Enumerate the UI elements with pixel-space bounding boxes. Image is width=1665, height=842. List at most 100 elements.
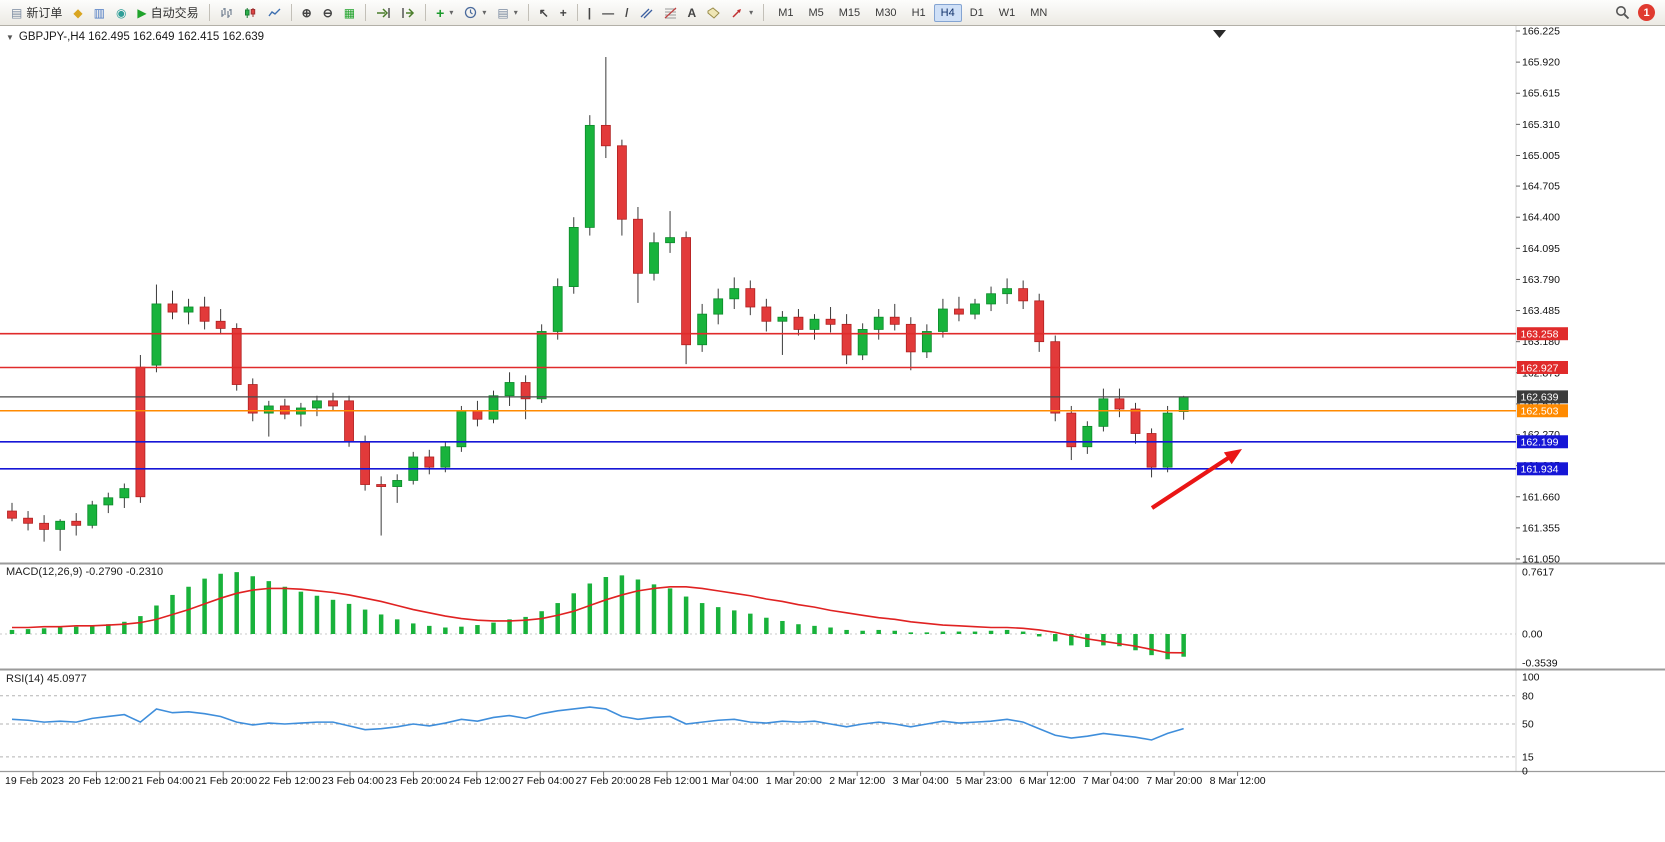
new-order-label: 新订单 [26, 6, 63, 20]
rsi-axis-label: 80 [1522, 690, 1534, 702]
candle-bullish [986, 293, 996, 305]
line-chart-button[interactable] [263, 2, 286, 24]
arrows-tool-button[interactable]: ▾ [726, 2, 758, 24]
timeframe-button-w1[interactable]: W1 [998, 6, 1016, 19]
arrow-shape-icon [731, 7, 744, 19]
time-axis-label: 6 Mar 12:00 [1019, 775, 1075, 787]
autotrading-button[interactable]: ▶ 自动交易 [132, 2, 203, 24]
macd-name: MACD(12,26,9) [6, 566, 83, 578]
price-axis-label: 161.050 [1522, 554, 1560, 566]
candle-bearish [376, 484, 387, 487]
candlestick-chart-button[interactable] [239, 2, 262, 24]
vertical-line-tool-button[interactable]: | [583, 2, 596, 24]
auto-scroll-button[interactable] [371, 2, 395, 24]
label-tool-button[interactable] [702, 2, 725, 24]
line-chart-icon [268, 7, 281, 19]
candle-bearish [761, 306, 772, 322]
trend-arrow-head[interactable] [1223, 449, 1242, 465]
price-badge-label: 163.258 [1521, 329, 1559, 341]
price-axis-label: 165.005 [1522, 150, 1560, 162]
macd-label: MACD(12,26,9) -0.2790 -0.2310 [6, 566, 163, 578]
candle-bearish [247, 384, 258, 414]
candle-bearish [954, 308, 964, 315]
timeframe-button-mn[interactable]: MN [1030, 6, 1048, 19]
chart-shift-button[interactable] [396, 2, 420, 24]
price-axis-label: 165.310 [1522, 119, 1560, 131]
price-axis-label: 165.615 [1522, 88, 1560, 100]
candle-bullish [713, 298, 724, 315]
chart-shift-icon [401, 7, 415, 19]
cursor-button[interactable]: ↖ [534, 2, 554, 24]
macd-values: -0.2790 -0.2310 [85, 566, 164, 578]
candle-bullish [87, 504, 98, 526]
candle-bullish [697, 313, 708, 346]
market-watch-button[interactable]: ◆ [68, 2, 87, 24]
periods-button[interactable]: ▾ [459, 2, 491, 24]
chart-title-text: GBPJPY-,H4 162.495 162.649 162.415 162.6… [18, 31, 265, 43]
timeframe-button-d1[interactable]: D1 [969, 6, 984, 19]
chart-shift-marker[interactable] [1213, 30, 1226, 38]
candle-bearish [841, 323, 852, 356]
rsi-axis-label: 15 [1522, 751, 1534, 763]
timeframe-button-h1[interactable]: H1 [911, 6, 926, 19]
candle-bullish [103, 497, 114, 506]
time-axis-label: 7 Mar 04:00 [1083, 775, 1139, 787]
price-axis-label: 164.705 [1522, 181, 1560, 193]
candle-bearish [633, 218, 643, 274]
horizontal-line-tool-button[interactable]: — [597, 2, 619, 24]
trendline-tool-button[interactable]: / [620, 2, 633, 24]
price-badge [1517, 390, 1568, 404]
trend-arrow-line[interactable] [1150, 451, 1237, 510]
notification-badge[interactable]: 1 [1638, 4, 1655, 21]
autotrading-play-icon: ▶ [137, 5, 147, 20]
timeframe-button-m15[interactable]: M15 [838, 6, 861, 19]
navigator-icon: ◉ [115, 5, 127, 20]
candle-bullish [488, 395, 499, 420]
toolbar-separator [763, 4, 765, 21]
candle-bearish [472, 410, 483, 420]
text-tool-button[interactable]: A [683, 2, 702, 24]
timeframe-button-h4[interactable]: H4 [933, 3, 962, 22]
zoom-in-button[interactable]: ⊕ [297, 2, 317, 24]
chevron-down-icon: ▾ [513, 8, 518, 17]
search-button[interactable] [1615, 5, 1630, 20]
toolbar-separator [527, 4, 529, 21]
price-badge-label: 162.199 [1521, 437, 1559, 449]
symbol-dropdown-icon[interactable]: ▼ [6, 32, 14, 42]
chart-title: ▼ GBPJPY-,H4 162.495 162.649 162.415 162… [6, 31, 264, 43]
timeframe-button-m1[interactable]: M1 [778, 6, 794, 19]
bar-chart-button[interactable] [215, 2, 238, 24]
timeframe-button-m30[interactable]: M30 [875, 6, 897, 19]
chevron-down-icon: ▾ [749, 8, 754, 17]
indicators-button[interactable]: + ▾ [431, 2, 458, 24]
vertical-line-icon: | [587, 5, 592, 20]
macd-signal-line [12, 585, 1184, 654]
timeframe-button-m5[interactable]: M5 [808, 6, 824, 19]
price-badge-label: 161.934 [1521, 464, 1559, 476]
price-badge-label: 162.927 [1521, 362, 1559, 374]
price-axis-label: 164.095 [1522, 243, 1560, 255]
channel-tool-button[interactable] [635, 2, 658, 24]
crosshair-button[interactable]: + [555, 2, 572, 24]
tile-windows-button[interactable]: ▦ [339, 2, 360, 24]
candle-bullish [151, 303, 162, 366]
candle-bearish [23, 517, 33, 524]
time-axis-label: 28 Feb 12:00 [639, 775, 701, 787]
data-window-icon: ▥ [93, 5, 105, 20]
candle-bearish [825, 318, 836, 325]
fibonacci-tool-button[interactable] [659, 2, 682, 24]
candle-bearish [681, 237, 691, 346]
new-order-button[interactable]: ▤ 新订单 [6, 2, 67, 24]
time-axis-label: 20 Feb 12:00 [68, 775, 130, 787]
templates-button[interactable]: ▤ ▾ [492, 2, 522, 24]
price-badge [1517, 404, 1568, 418]
zoom-out-button[interactable]: ⊖ [318, 2, 338, 24]
candle-bearish [215, 320, 226, 329]
time-axis-label: 1 Mar 20:00 [766, 775, 822, 787]
data-window-button[interactable]: ▥ [89, 2, 110, 24]
candle-bearish [1114, 398, 1125, 410]
rsi-value: 45.0977 [46, 673, 87, 685]
bar-chart-icon [220, 7, 233, 19]
navigator-button[interactable]: ◉ [111, 2, 131, 24]
